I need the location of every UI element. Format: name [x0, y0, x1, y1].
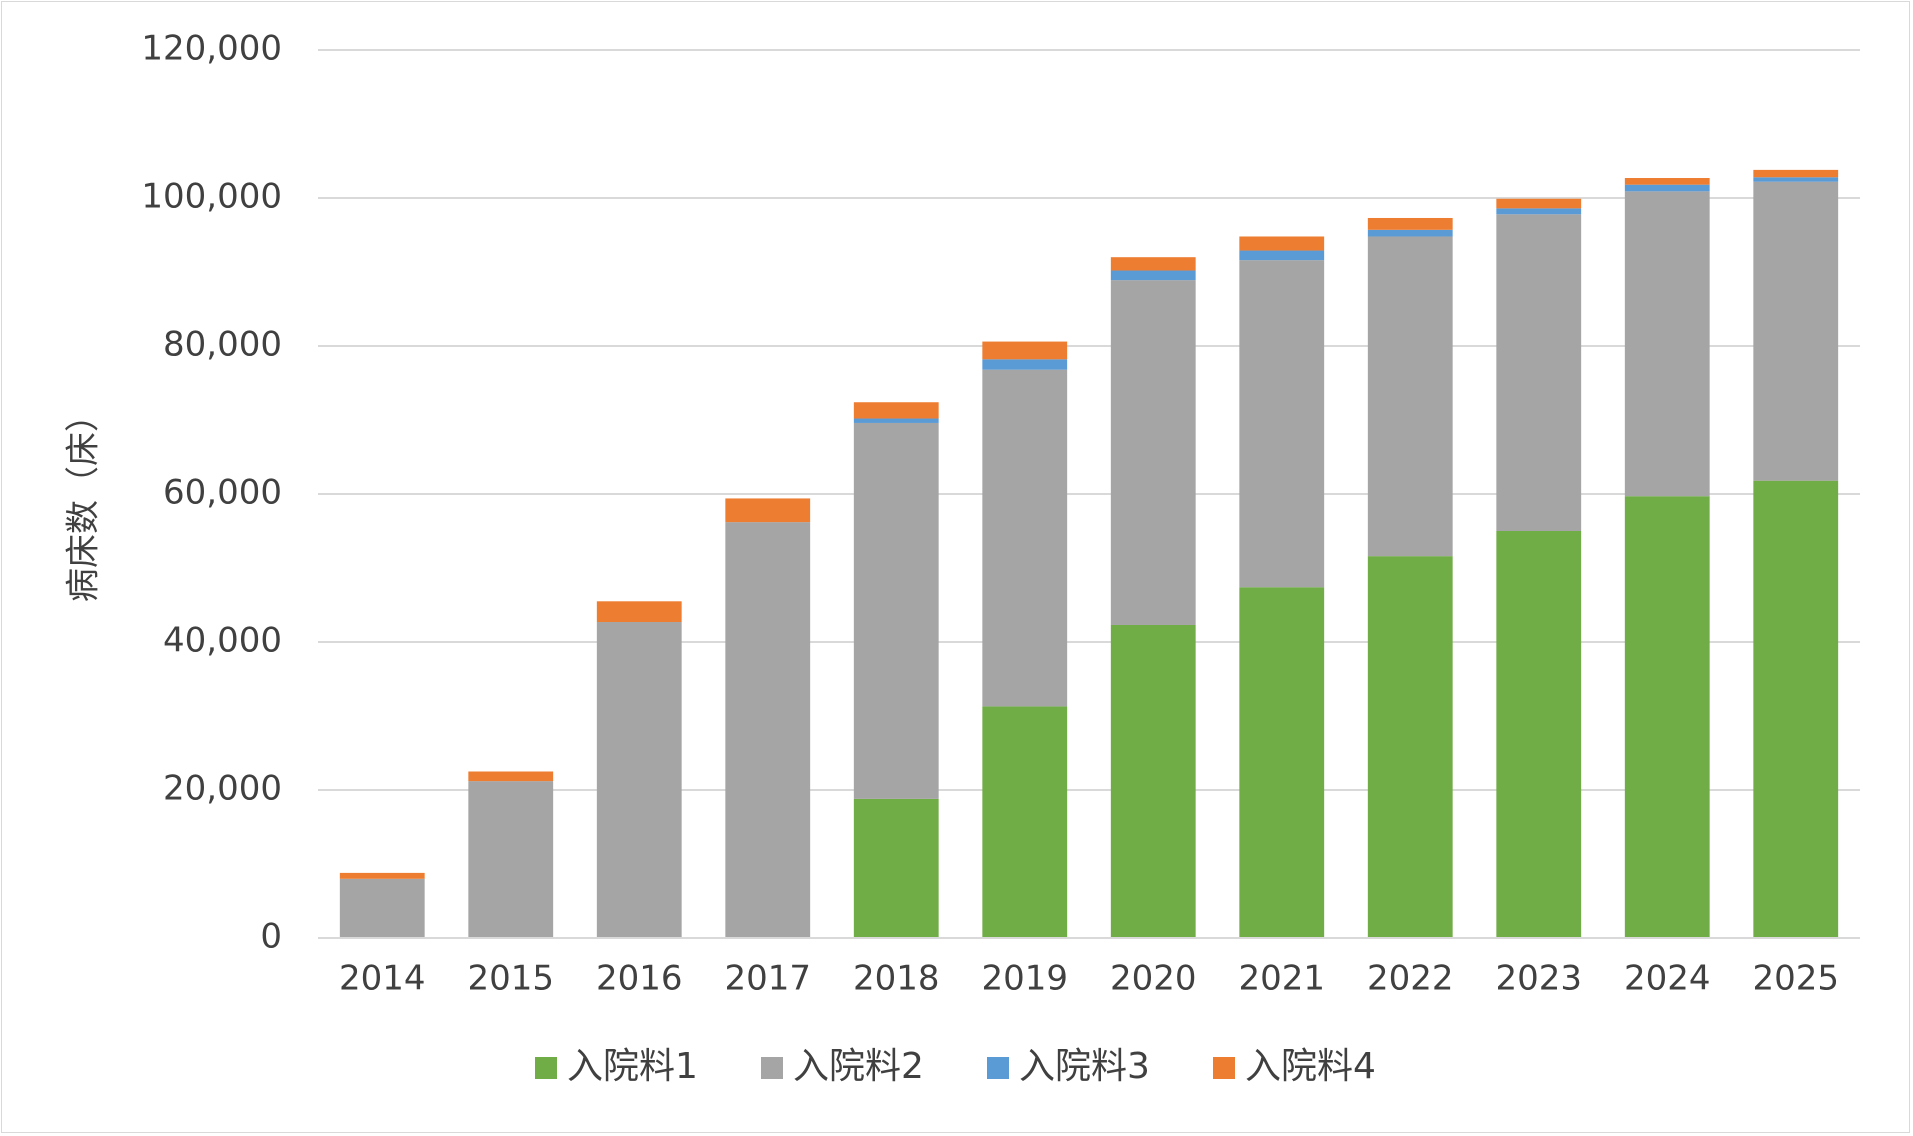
bar-segment-series-1 [1110, 624, 1196, 938]
bar-segment-series-3 [1239, 250, 1325, 261]
bar-segment-series-4 [596, 601, 682, 623]
legend-label: 入院料1 [567, 1046, 698, 1087]
legend: 入院料1 入院料2 入院料3 入院料4 [535, 1046, 1376, 1087]
x-tick-label: 2021 [1238, 959, 1325, 999]
y-tick-label: 40,000 [163, 621, 282, 661]
bar-segment-series-2 [339, 878, 425, 938]
bar-segment-series-4 [339, 872, 425, 879]
legend-swatch [535, 1057, 557, 1079]
x-tick-label: 2019 [981, 959, 1068, 999]
x-tick-label: 2024 [1624, 959, 1711, 999]
bar-segment-series-4 [1496, 198, 1582, 209]
y-tick-label: 100,000 [141, 177, 282, 217]
bar-segment-series-1 [1496, 531, 1582, 938]
bar-segment-series-4 [1239, 236, 1325, 251]
bar-segment-series-3 [1753, 177, 1839, 182]
bar-segment-series-4 [1367, 217, 1453, 230]
bar-segment-series-3 [1110, 270, 1196, 281]
bar-segment-series-2 [1110, 280, 1196, 625]
bar-segment-series-4 [1753, 169, 1839, 178]
bar-segment-series-2 [725, 522, 811, 938]
bar-segment-series-1 [1239, 587, 1325, 938]
legend-label: 入院料4 [1245, 1046, 1376, 1087]
legend-swatch [987, 1057, 1009, 1079]
x-tick-label: 2022 [1367, 959, 1454, 999]
bar-segment-series-3 [1367, 229, 1453, 237]
y-tick-label: 80,000 [163, 325, 282, 365]
bar-segment-series-4 [1110, 257, 1196, 271]
x-tick-label: 2015 [467, 959, 554, 999]
legend-swatch [1213, 1057, 1235, 1079]
x-tick-label: 2023 [1495, 959, 1582, 999]
x-tick-label: 2016 [596, 959, 683, 999]
x-tick-label: 2014 [339, 959, 426, 999]
x-tick-label: 2025 [1752, 959, 1839, 999]
x-tick-label: 2017 [724, 959, 811, 999]
x-tick-label: 2018 [853, 959, 940, 999]
bar-segment-series-4 [468, 771, 554, 782]
bar-segment-series-2 [982, 369, 1068, 707]
bars [339, 169, 1839, 938]
bar-segment-series-2 [1367, 236, 1453, 557]
bar-segment-series-2 [1624, 191, 1710, 497]
bar-segment-series-4 [982, 341, 1068, 360]
bar-segment-series-1 [853, 798, 939, 938]
y-tick-label: 60,000 [163, 473, 282, 513]
bar-segment-series-2 [596, 622, 682, 938]
y-tick-label: 0 [260, 917, 282, 957]
bar-segment-series-1 [1753, 480, 1839, 938]
bar-segment-series-2 [1496, 214, 1582, 531]
bar-segment-series-3 [1624, 184, 1710, 192]
legend-swatch [761, 1057, 783, 1079]
bar-segment-series-1 [1624, 496, 1710, 938]
bar-segment-series-4 [725, 498, 811, 523]
bar-segment-series-3 [853, 418, 939, 423]
y-axis-title: 病床数（床） [64, 398, 104, 602]
bar-segment-series-2 [1753, 181, 1839, 481]
bar-segment-series-3 [982, 359, 1068, 370]
y-tick-label: 120,000 [141, 29, 282, 69]
bar-segment-series-3 [1496, 208, 1582, 215]
bar-segment-series-2 [1239, 260, 1325, 588]
bar-segment-series-2 [468, 781, 554, 938]
x-tick-label: 2020 [1110, 959, 1197, 999]
bar-segment-series-1 [982, 706, 1068, 938]
bar-segment-series-2 [853, 422, 939, 799]
axes: 0 20,000 40,000 60,000 80,000 100,000 120,000 2… [141, 29, 1860, 999]
bar-segment-series-1 [1367, 556, 1453, 938]
gridlines [318, 49, 1860, 791]
legend-label: 入院料3 [1019, 1046, 1150, 1087]
y-tick-label: 20,000 [163, 769, 282, 809]
bar-segment-series-4 [853, 402, 939, 419]
bar-segment-series-4 [1624, 178, 1710, 185]
legend-label: 入院料2 [793, 1046, 924, 1087]
